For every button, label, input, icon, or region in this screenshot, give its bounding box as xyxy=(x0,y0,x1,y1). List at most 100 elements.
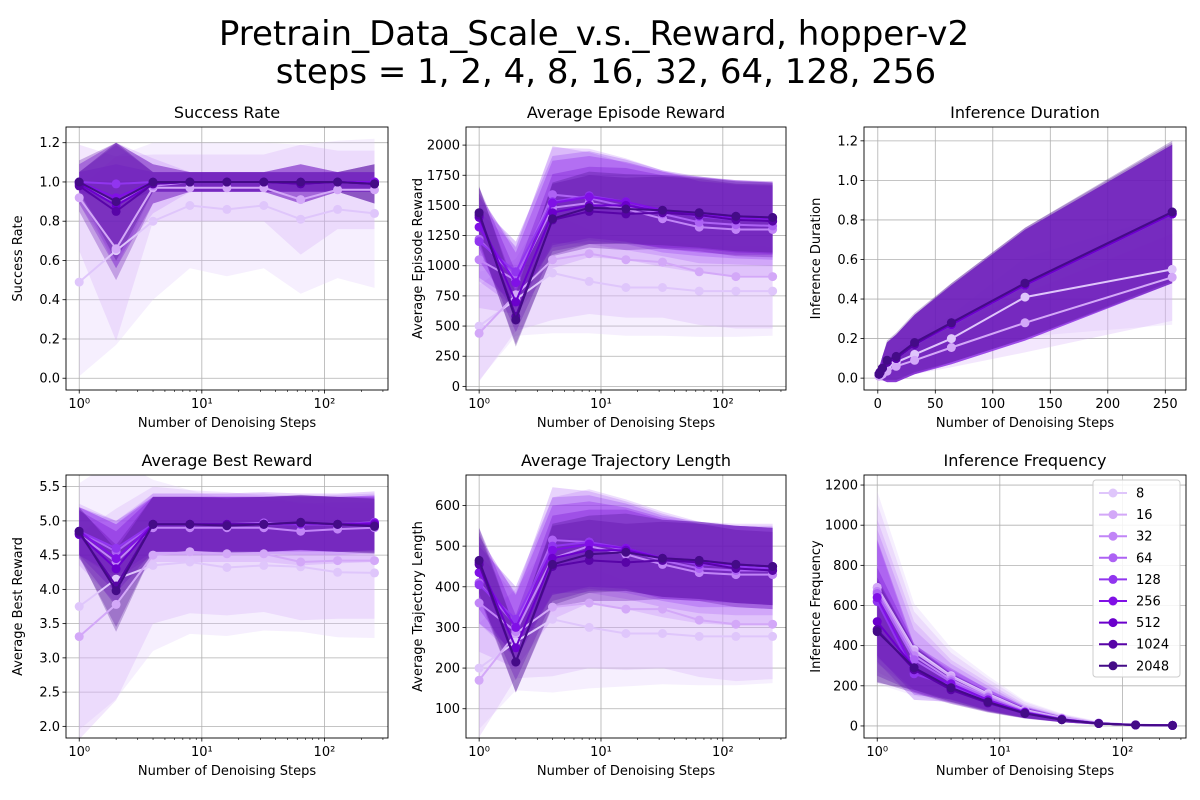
legend-marker-32 xyxy=(1108,531,1118,541)
point-series-8 xyxy=(148,560,158,570)
y-axis-label: Success Rate xyxy=(11,215,26,301)
point-series-8 xyxy=(584,622,594,632)
subplot-title: Success Rate xyxy=(174,103,280,122)
x-tick-label: 250 xyxy=(1153,397,1178,412)
point-series-256 xyxy=(548,198,557,208)
point-series-16 xyxy=(474,675,484,685)
point-series-64 xyxy=(909,655,919,665)
y-tick-label: 600 xyxy=(833,599,858,614)
point-series-512 xyxy=(511,643,521,653)
y-tick-label: 200 xyxy=(435,662,460,677)
point-series-2048 xyxy=(946,318,956,328)
x-tick-label: 10⁰ xyxy=(68,745,90,760)
point-series-16 xyxy=(768,619,778,629)
point-series-2048 xyxy=(222,177,232,187)
point-series-256 xyxy=(872,593,882,602)
axes-frame xyxy=(863,474,1187,739)
band-series-128 xyxy=(479,495,773,652)
point-series-16 xyxy=(731,272,741,282)
legend-marker-16 xyxy=(1108,510,1118,520)
x-tick-label: 150 xyxy=(1038,397,1063,412)
point-series-2048 xyxy=(658,205,667,215)
point-series-2048 xyxy=(1020,708,1030,718)
point-series-8 xyxy=(694,631,704,641)
plot-area xyxy=(874,140,1177,383)
point-series-2048 xyxy=(694,555,704,565)
legend-label-2048: 2048 xyxy=(1136,659,1169,674)
point-series-2048 xyxy=(768,213,778,222)
point-series-2048 xyxy=(891,351,901,361)
point-series-2048 xyxy=(296,517,306,527)
plot-area xyxy=(74,475,379,738)
x-tick-label: 200 xyxy=(1095,397,1120,412)
x-axis-label: Number of Denoising Steps xyxy=(138,416,316,431)
point-series-128 xyxy=(111,543,121,553)
point-series-2048 xyxy=(621,547,631,557)
y-axis-label: Average Episode Reward xyxy=(411,178,426,339)
y-tick-label: 0.0 xyxy=(837,372,858,387)
point-series-512 xyxy=(872,617,882,627)
y-tick-label: 2.5 xyxy=(39,686,60,701)
x-tick-label: 10¹ xyxy=(191,397,213,412)
band-series-64 xyxy=(479,146,773,308)
point-series-2048 xyxy=(1057,715,1067,725)
point-series-2048 xyxy=(1094,719,1104,728)
subplot-2: 0 250 500 750 1000 1250 1500 1750 2000 10⁰ 10¹ 10² A… xyxy=(411,103,787,431)
point-series-16 xyxy=(111,599,121,609)
point-series-16 xyxy=(621,604,631,614)
y-tick-label: 250 xyxy=(435,350,460,365)
x-tick-label: 10² xyxy=(712,397,734,412)
point-series-8 xyxy=(74,602,84,611)
point-series-16 xyxy=(1167,272,1177,282)
point-series-1024 xyxy=(621,557,631,567)
x-tick-label: 10¹ xyxy=(191,745,213,760)
point-series-2048 xyxy=(333,519,343,529)
axes-frame xyxy=(863,126,1187,391)
point-series-2048 xyxy=(910,338,920,347)
legend-marker-8 xyxy=(1108,488,1118,498)
point-series-2048 xyxy=(259,519,269,529)
y-tick-label: 2.0 xyxy=(39,720,60,735)
y-tick-label: 0.4 xyxy=(39,293,60,308)
x-axis-label: Number of Denoising Steps xyxy=(936,764,1114,779)
band-series-2048 xyxy=(79,142,375,261)
point-series-2048 xyxy=(548,214,557,224)
point-series-8 xyxy=(474,321,484,331)
point-series-8 xyxy=(259,201,269,210)
subplot-4: 2.0 2.5 3.0 3.5 4.0 4.5 5.0 5.5 10⁰ 10¹ 10² Average… xyxy=(11,451,389,779)
point-series-8 xyxy=(621,283,631,292)
legend-label-128: 128 xyxy=(1136,573,1161,588)
band-series-64 xyxy=(79,491,375,580)
subplot-3: 0.0 0.2 0.4 0.6 0.8 1.0 1.2 0 50 100 150 200 250 Infe… xyxy=(809,103,1187,431)
point-series-2048 xyxy=(768,562,778,571)
point-series-8 xyxy=(584,276,594,286)
point-series-128 xyxy=(474,237,484,247)
band-series-32 xyxy=(79,142,375,261)
grid xyxy=(466,127,786,390)
point-series-16 xyxy=(694,615,704,625)
legend-marker-256 xyxy=(1108,596,1118,606)
band-series-128 xyxy=(479,151,773,302)
y-tick-label: 0.8 xyxy=(39,215,60,230)
x-tick-label: 10⁰ xyxy=(866,745,888,760)
y-tick-label: 0.2 xyxy=(837,332,858,347)
point-series-16 xyxy=(74,193,84,203)
band-series-16 xyxy=(79,486,375,738)
figure-title-line2: steps = 1, 2, 4, 8, 16, 32, 64, 128, 256 xyxy=(276,52,936,92)
y-tick-label: 0 xyxy=(452,380,460,395)
point-series-8 xyxy=(185,557,195,567)
x-tick-label: 10¹ xyxy=(590,397,612,412)
point-series-256 xyxy=(548,545,557,555)
legend-label-16: 16 xyxy=(1136,508,1153,523)
point-series-2048 xyxy=(658,553,667,563)
point-series-8 xyxy=(370,208,379,218)
point-series-2048 xyxy=(548,559,557,569)
point-series-512 xyxy=(511,297,521,307)
point-series-2048 xyxy=(148,177,158,187)
point-series-16 xyxy=(222,549,232,559)
subplot-title: Inference Frequency xyxy=(944,451,1107,470)
legend-marker-2048 xyxy=(1108,661,1118,671)
point-series-128 xyxy=(474,580,484,590)
y-tick-label: 200 xyxy=(833,679,858,694)
point-series-8 xyxy=(768,286,778,296)
